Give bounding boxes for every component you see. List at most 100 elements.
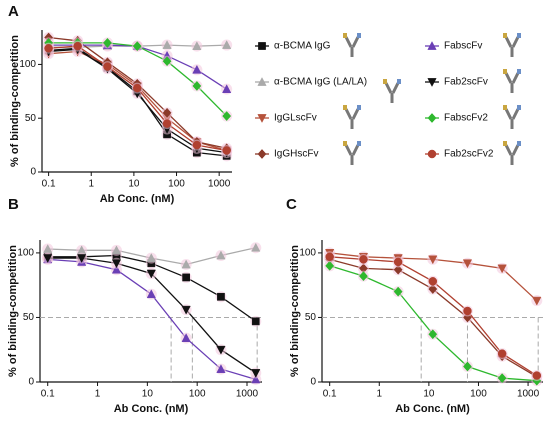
marker [359,255,368,264]
icon-scfv [517,141,521,146]
y-tick-label: 0 [310,377,316,388]
icon-arm [344,108,360,129]
panel-label: A [8,3,19,20]
marker [216,250,226,260]
legend-label: α-BCMA IgG [274,41,331,52]
icon-scfv [397,79,401,84]
icon-scfv [343,33,347,38]
antibody-icon [383,79,401,103]
antibody-icon [343,105,361,129]
marker [192,140,202,150]
marker [162,56,172,67]
marker [463,312,472,323]
marker [222,146,231,155]
icon-scfv [503,105,507,110]
icon-scfv [357,105,361,110]
marker [146,269,156,279]
marker [251,317,260,326]
icon-arm [504,72,520,93]
legend-label: FabscFv [444,41,482,52]
marker [428,284,438,295]
x-tick-label: 10 [423,389,435,400]
x-axis-label: Ab Conc. (nM) [114,403,189,415]
marker [532,296,542,306]
marker [111,264,122,274]
icon-scfv [503,141,507,146]
icon-scfv [517,105,521,110]
marker [182,273,190,282]
y-tick-label: 50 [25,113,37,124]
marker [146,253,156,262]
icon-scfv [357,33,361,38]
marker [532,371,542,380]
y-axis-label: % of binding-competition [7,245,19,377]
marker [111,259,122,269]
marker [427,149,437,159]
marker [222,84,232,94]
x-axis-label: Ab Conc. (nM) [395,403,470,415]
marker [428,255,438,265]
legend-label: Fab2scFv [444,77,488,88]
marker [427,41,437,50]
marker [162,107,172,118]
marker [146,289,156,299]
x-tick-label: 100 [189,389,206,400]
marker [73,41,82,51]
marker [497,349,507,358]
legend-label: Fab2scFv2 [444,149,494,160]
marker [192,41,202,50]
x-tick-label: 100 [168,179,185,190]
marker [222,40,232,49]
y-tick-label: 0 [30,167,36,178]
x-tick-label: 1 [88,179,94,190]
marker [428,329,438,340]
marker [44,44,53,53]
marker [222,111,232,122]
marker [181,305,191,315]
x-tick-label: 10 [128,179,140,190]
marker [251,374,261,384]
panel-label: C [286,196,297,213]
icon-arm [344,36,360,57]
antibody-icon [503,33,521,57]
antibody-icon [503,105,521,129]
x-tick-label: 0.1 [42,179,56,190]
marker [217,292,225,301]
icon-scfv [503,33,507,38]
marker [181,259,191,269]
marker [103,37,112,48]
marker [325,260,335,271]
y-tick-label: 100 [19,59,36,70]
marker [428,277,438,286]
marker [133,83,142,93]
marker [393,264,403,275]
marker [497,373,507,384]
marker [325,252,334,262]
marker [427,113,437,123]
marker [251,242,261,252]
icon-arm [504,144,520,165]
marker [77,254,87,264]
y-tick-label: 50 [23,312,35,323]
y-tick-label: 100 [299,248,316,259]
marker [43,254,53,264]
x-tick-label: 1 [376,389,382,400]
marker [251,369,261,378]
marker [181,333,191,342]
antibody-icon [503,69,521,93]
marker [462,259,473,269]
marker [162,119,172,128]
marker [192,64,202,74]
icon-arm [384,82,400,103]
marker [132,41,142,52]
icon-scfv [343,105,347,110]
marker [162,40,172,49]
marker [463,361,472,372]
marker [463,306,472,316]
y-axis-label: % of binding-competition [289,245,301,377]
x-axis-label: Ab Conc. (nM) [100,193,175,205]
marker [393,286,403,297]
x-tick-label: 1000 [208,179,231,190]
icon-arm [504,108,520,129]
